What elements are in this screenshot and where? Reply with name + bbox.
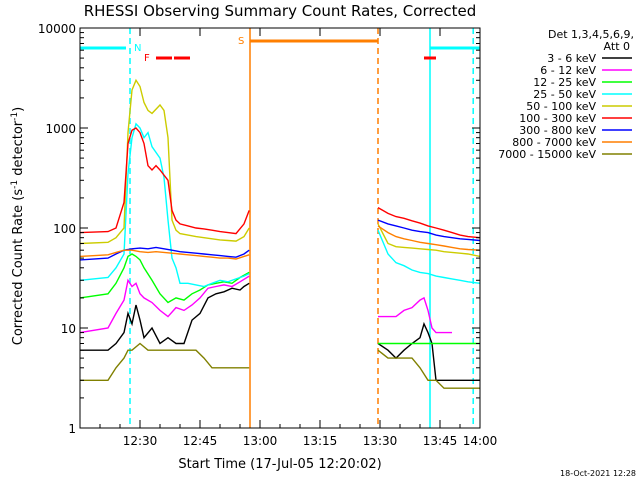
y-axis-label: Corrected Count Rate (s-1 detector-1) [10, 107, 26, 345]
footer-date: 18-Oct-2021 12:28 [560, 469, 636, 478]
x-tick-label-3: 13:15 [303, 434, 338, 448]
x-tick-label-4: 13:30 [363, 434, 398, 448]
x-tick-label-2: 13:00 [243, 434, 278, 448]
y-tick-label-2: 100 [53, 222, 76, 236]
legend-label-6: 300 - 800 keV [519, 124, 596, 137]
legend-label-5: 100 - 300 keV [519, 112, 596, 125]
y-tick-label-4: 10000 [38, 22, 76, 36]
x-tick-label-5: 13:45 [423, 434, 458, 448]
y-axis-label-mid: detector [11, 120, 26, 180]
y-axis-label-end: ) [11, 107, 26, 112]
legend-header-attenuator: Att 0 [604, 40, 630, 53]
y-axis-label-main: Corrected Count Rate (s [11, 189, 26, 346]
series-line-0-seg-0 [80, 282, 250, 351]
plot-area: NF S 12:30 12:45 13:00 13:15 13:30 13:45 14:00 1 1… [38, 22, 632, 448]
series-line-5-seg-1 [377, 206, 481, 239]
series-line-8-seg-0 [80, 342, 250, 381]
chart-title: RHESSI Observing Summary Count Rates, Co… [84, 2, 477, 20]
legend-label-8: 7000 - 15000 keV [498, 148, 596, 161]
flare-flag-label: F [144, 53, 150, 64]
x-tick-label-1: 12:45 [183, 434, 218, 448]
legend-label-2: 12 - 25 keV [533, 76, 596, 89]
night-flag-label: N [134, 43, 141, 54]
series-line-7-seg-0 [79, 249, 250, 260]
legend-label-1: 6 - 12 keV [540, 64, 596, 77]
y-axis-label-sup2: -1 [10, 112, 20, 121]
series-line-5-seg-0 [79, 127, 250, 235]
series-line-3-seg-1 [377, 229, 481, 284]
series-line-0-seg-1 [377, 321, 480, 381]
y-axis-label-sup1: -1 [10, 180, 20, 189]
series-line-3-seg-0 [79, 122, 250, 288]
series-line-7-seg-1 [377, 225, 481, 251]
y-tick-label-3: 1000 [45, 122, 76, 136]
legend-label-3: 25 - 50 keV [533, 88, 596, 101]
series-line-4-seg-1 [377, 223, 481, 258]
y-tick-label-1: 10 [61, 322, 76, 336]
series-line-8-seg-1 [377, 349, 480, 389]
series-line-1-seg-1 [378, 296, 452, 334]
series-line-2-seg-0 [79, 253, 250, 304]
legend-label-0: 3 - 6 keV [547, 52, 596, 65]
series-line-1-seg-0 [79, 275, 250, 334]
x-tick-label-0: 12:30 [123, 434, 158, 448]
y-tick-label-0: 1 [68, 422, 76, 436]
legend-label-7: 800 - 7000 keV [512, 136, 596, 149]
series-line-4-seg-0 [79, 78, 250, 245]
x-axis-label: Start Time (17-Jul-05 12:20:02) [178, 457, 381, 472]
series-line-6-seg-1 [377, 219, 481, 242]
legend-label-4: 50 - 100 keV [526, 100, 596, 113]
x-tick-label-6: 14:00 [463, 434, 498, 448]
legend-header-detectors: Det 1,3,4,5,6,9, [548, 28, 634, 41]
saa-flag-label: S [238, 36, 244, 47]
